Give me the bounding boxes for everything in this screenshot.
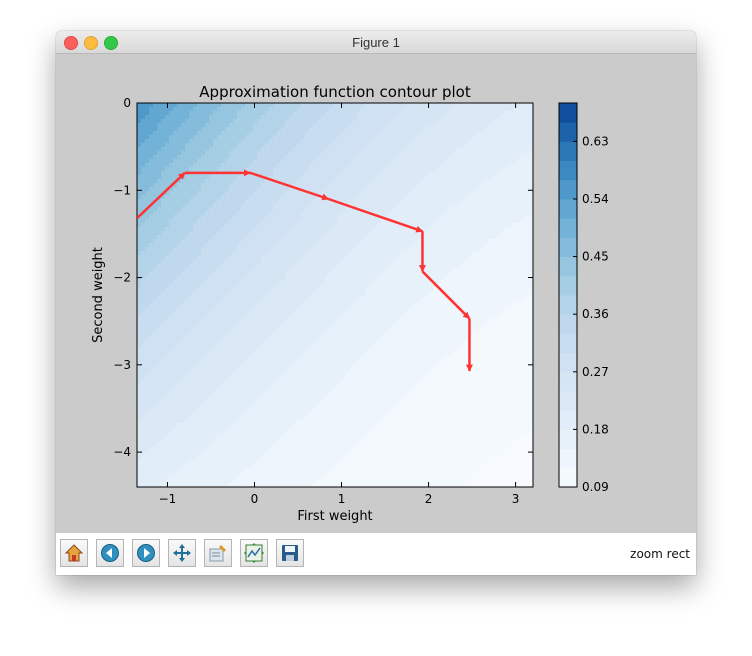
close-window-button[interactable] [64, 36, 78, 50]
x-tick-label: 3 [512, 492, 520, 506]
move-icon [173, 544, 191, 562]
colorbar-band [559, 410, 577, 430]
path-segment [421, 270, 471, 320]
colorbar-tick-label: 0.63 [582, 134, 609, 148]
colorbar-band [559, 179, 577, 200]
colorbar: 0.09 0.18 0.27 0.36 0.45 0.54 0.63 [558, 102, 609, 494]
path-segment [249, 171, 330, 201]
colorbar-tick-label: 0.36 [582, 307, 609, 321]
colorbar-band [559, 141, 577, 161]
y-tick-label: −2 [113, 271, 131, 285]
colorbar-band [559, 103, 577, 123]
x-tick-label: 1 [338, 492, 346, 506]
colorbar-band [559, 122, 577, 142]
colorbar-tick-label: 0.09 [582, 480, 609, 494]
colorbar-band [559, 429, 577, 449]
y-tick-label: −3 [113, 358, 131, 372]
contour-plot[interactable]: −1 0 1 2 3 0 −1 −2 −3 −4 Approximation function c… [56, 54, 696, 533]
colorbar-band [559, 237, 577, 257]
colorbar-band [559, 391, 577, 411]
toolbar: zoom rect [56, 533, 696, 575]
x-axis-label: First weight [297, 509, 372, 524]
zoom-rect-icon [209, 545, 226, 562]
y-tick-label: −1 [113, 183, 131, 197]
colorbar-frame [558, 102, 578, 488]
back-arrow-icon [101, 544, 119, 562]
colorbar-band [559, 218, 577, 238]
zoom-button[interactable] [204, 539, 232, 567]
toolbar-status: zoom rect [630, 547, 690, 561]
colorbar-tick-label: 0.18 [582, 422, 609, 436]
colorbar-band [559, 333, 577, 353]
x-tick-label: 0 [251, 492, 259, 506]
colorbar-tick-label: 0.45 [582, 250, 609, 264]
colorbar-band [559, 448, 577, 469]
home-button[interactable] [60, 539, 88, 567]
x-tick-label: 2 [425, 492, 433, 506]
save-icon [282, 545, 298, 561]
x-tick-label: −1 [159, 492, 177, 506]
colorbar-band [559, 371, 577, 392]
colorbar-band [559, 199, 577, 219]
chart-title: Approximation function contour plot [199, 83, 471, 101]
colorbar-band [559, 295, 577, 315]
path-segment [328, 197, 424, 233]
colorbar-tick-label: 0.54 [582, 192, 609, 206]
colorbar-band [559, 160, 577, 181]
colorbar-band [559, 352, 577, 373]
forward-button[interactable] [132, 539, 160, 567]
figure-window: Figure 1 −1 0 1 2 3 0 −1 −2 −3 −4 Approximation f… [56, 31, 696, 575]
minimize-window-button[interactable] [84, 36, 98, 50]
save-button[interactable] [276, 539, 304, 567]
y-axis-label: Second weight [91, 247, 106, 343]
colorbar-tick-label: 0.27 [582, 365, 609, 379]
axes-frame [136, 102, 534, 488]
forward-arrow-icon [137, 544, 155, 562]
y-tick-label: 0 [123, 96, 131, 110]
subplots-button[interactable] [240, 539, 268, 567]
home-icon [64, 544, 84, 562]
path-segment [137, 171, 186, 220]
colorbar-band [559, 275, 577, 296]
pan-button[interactable] [168, 539, 196, 567]
colorbar-band [559, 314, 577, 334]
back-button[interactable] [96, 539, 124, 567]
colorbar-band [559, 256, 577, 277]
axis-ticks: −1 0 1 2 3 0 −1 −2 −3 −4 [113, 96, 533, 506]
contour-fill [137, 103, 533, 487]
title-bar[interactable]: Figure 1 [56, 31, 696, 54]
y-tick-label: −4 [113, 445, 131, 459]
gradient-path [137, 169, 473, 372]
maximize-window-button[interactable] [104, 36, 118, 50]
subplots-icon [244, 543, 264, 563]
colorbar-band [559, 467, 577, 488]
window-title: Figure 1 [352, 35, 400, 50]
